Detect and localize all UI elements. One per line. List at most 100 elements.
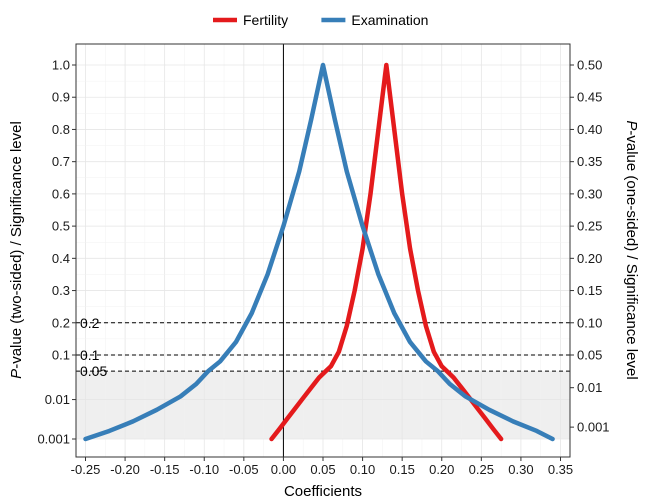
y-right-tick-label: 0.25 [577, 219, 602, 234]
y-right-tick-label: 0.45 [577, 90, 602, 105]
series-point-fertility [301, 396, 305, 400]
x-axis-title: Coefficients [284, 483, 362, 500]
x-tick-label: 0.35 [548, 462, 573, 477]
y-axis-left-title: P-value (two-sided) / Significance level [8, 121, 25, 379]
y-left-tick-label: 0.3 [52, 283, 70, 298]
series-point-examination [436, 369, 440, 373]
series-point-examination [250, 311, 254, 315]
series-point-fertility [424, 324, 428, 328]
x-tick-label: 0.10 [350, 462, 375, 477]
y-left-tick-label: 0.8 [52, 122, 70, 137]
reference-line-label: 0.05 [80, 363, 107, 379]
series-point-examination [178, 394, 183, 399]
series-point-examination [463, 394, 468, 399]
series-point-fertility [368, 192, 373, 196]
series-point-fertility [269, 437, 274, 441]
x-tick-label: -0.05 [229, 462, 259, 477]
series-point-examination [155, 408, 159, 412]
series-point-fertility [309, 386, 313, 390]
series-point-examination [487, 408, 491, 412]
y-right-tick-label: 0.05 [577, 348, 602, 363]
series-point-examination [309, 118, 313, 122]
series-point-examination [511, 419, 515, 423]
x-axis: -0.25 -0.20 -0.15 -0.10 -0.05 0.00 0.05 0.10 0.1… [71, 457, 573, 477]
series-point-fertility [459, 386, 464, 390]
y-right-tick-label: 0.30 [577, 186, 602, 201]
series-point-fertility [360, 247, 365, 251]
y-left-tick-label: 0.9 [52, 90, 70, 105]
y-axis-right: 0.001 0.01 0.05 0.10 0.15 0.20 0.25 0.30 0.35 0.4… [570, 58, 610, 435]
series-point-examination [297, 169, 301, 173]
series-point-examination [392, 311, 396, 315]
series-point-fertility [483, 416, 487, 421]
y-right-tick-label: 0.15 [577, 283, 602, 298]
series-point-examination [408, 340, 412, 344]
series-point-fertility [432, 350, 436, 354]
series-point-examination [206, 369, 210, 373]
series-point-fertility [376, 127, 381, 132]
y-right-tick-label: 0.20 [577, 251, 602, 266]
series-point-fertility [384, 63, 388, 67]
x-tick-label: -0.15 [150, 462, 180, 477]
series-point-fertility [277, 427, 282, 431]
series-point-fertility [445, 369, 449, 373]
series-point-fertility [499, 437, 503, 441]
series-point-examination [265, 272, 270, 277]
series-point-examination [83, 437, 88, 441]
reference-line-label: 0.1 [80, 347, 100, 363]
y-left-tick-label: 0.5 [52, 219, 70, 234]
x-tick-label: 0.15 [390, 462, 415, 477]
series-point-examination [218, 359, 222, 364]
y-left-tick-label: 0.1 [52, 348, 70, 363]
y-axis-right-title: P-value (one-sided) / Significance level [623, 120, 640, 379]
series-point-examination [360, 224, 365, 228]
y-left-tick-label: 0.4 [52, 251, 70, 266]
series-point-fertility [408, 247, 412, 251]
series-point-fertility [337, 350, 341, 354]
y-right-tick-label: 0.40 [577, 122, 602, 137]
y-right-tick-label: 0.10 [577, 315, 602, 330]
series-point-fertility [392, 127, 396, 132]
series-point-fertility [400, 192, 404, 196]
series-point-examination [234, 340, 238, 344]
series-point-examination [345, 169, 349, 173]
x-tick-label: -0.20 [110, 462, 140, 477]
x-tick-label: 0.00 [271, 462, 296, 477]
series-point-fertility [285, 416, 289, 421]
series-point-examination [321, 63, 325, 67]
series-point-examination [376, 272, 381, 277]
legend-label-fertility: Fertility [243, 12, 288, 28]
series-layer [83, 62, 555, 442]
series-point-fertility [293, 406, 297, 410]
series-point-examination [281, 224, 286, 228]
y-right-tick-label: 0.50 [577, 58, 602, 73]
y-left-tick-label: 1.0 [52, 58, 70, 73]
series-point-fertility [345, 324, 349, 328]
y-right-tick-label: 0.01 [577, 380, 602, 395]
y-left-tick-label: 0.7 [52, 154, 70, 169]
y-left-tick-label: 0.2 [52, 315, 70, 330]
y-left-tick-label: 0.01 [45, 392, 70, 407]
series-point-examination [194, 382, 198, 386]
x-tick-label: -0.25 [71, 462, 101, 477]
series-point-examination [333, 118, 337, 122]
series-point-fertility [324, 369, 328, 373]
legend-label-examination: Examination [351, 12, 428, 28]
series-point-fertility [416, 288, 420, 293]
legend: Fertility Examination [213, 12, 428, 28]
series-point-examination [535, 429, 539, 433]
x-tick-label: -0.10 [189, 462, 219, 477]
y-left-tick-label: 0.001 [37, 432, 70, 447]
series-point-fertility [317, 376, 321, 380]
x-tick-label: 0.05 [310, 462, 335, 477]
series-point-fertility [329, 364, 333, 368]
series-point-examination [424, 359, 428, 364]
series-point-fertility [440, 364, 444, 368]
x-tick-label: 0.25 [469, 462, 494, 477]
series-point-fertility [353, 288, 357, 293]
y-left-tick-label: 0.6 [52, 186, 70, 201]
series-point-fertility [475, 406, 479, 410]
series-point-examination [550, 437, 555, 441]
series-point-examination [448, 382, 452, 386]
